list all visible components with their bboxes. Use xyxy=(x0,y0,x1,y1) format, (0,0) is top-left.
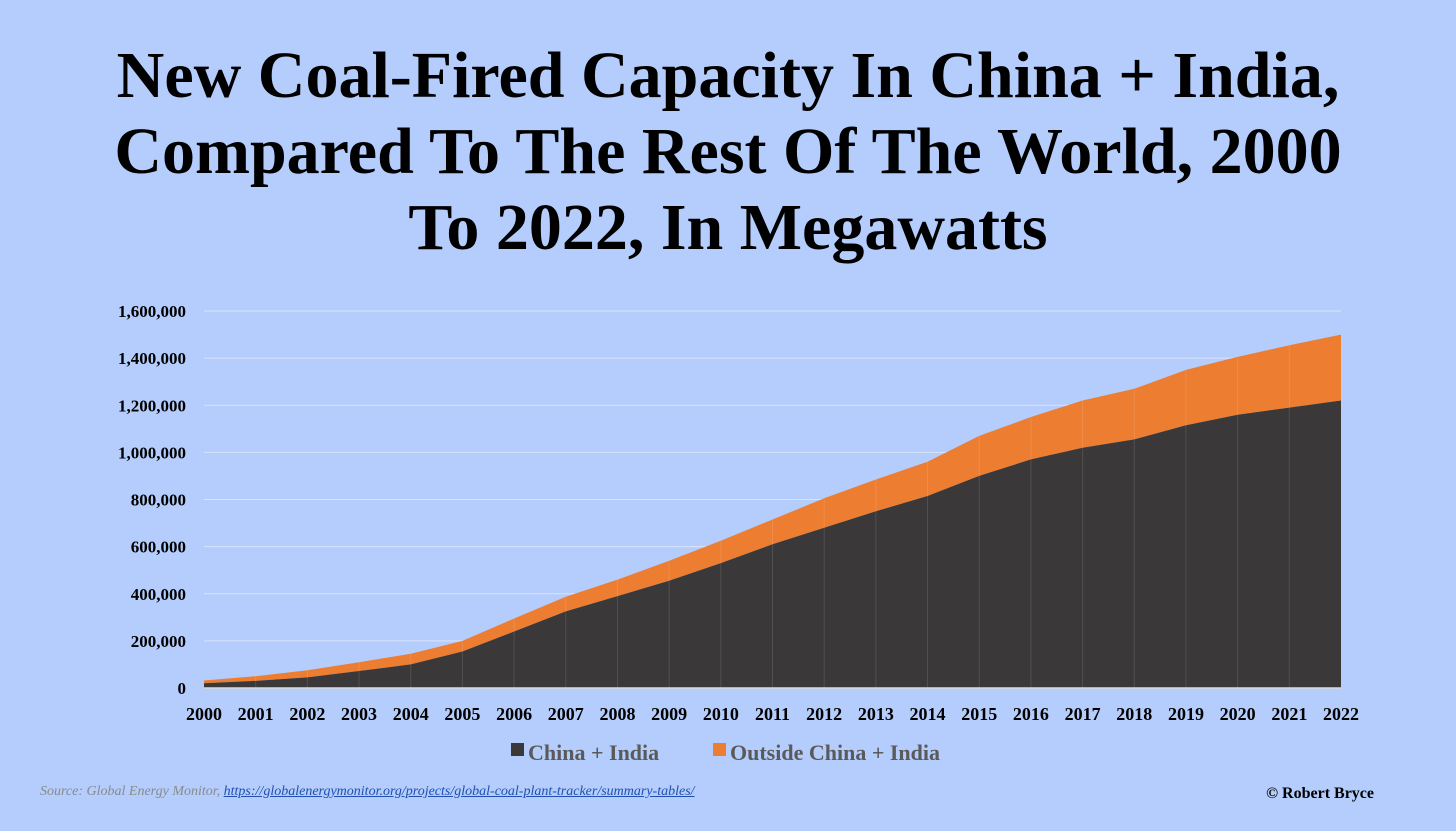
y-tick-label: 400,000 xyxy=(131,585,186,604)
x-tick-label: 2017 xyxy=(1065,704,1101,724)
y-tick-label: 600,000 xyxy=(131,538,186,557)
chart-title-line-1: New Coal-Fired Capacity In China + India… xyxy=(116,39,1340,112)
x-tick-label: 2007 xyxy=(548,704,584,724)
legend-item-china-india-swatch xyxy=(511,743,524,756)
x-tick-label: 2011 xyxy=(755,704,790,724)
area-series xyxy=(204,334,1341,688)
chart-title: New Coal-Fired Capacity In China + India… xyxy=(0,38,1456,266)
source-link[interactable]: https://globalenergymonitor.org/projects… xyxy=(223,784,695,799)
x-tick-label: 2009 xyxy=(651,704,687,724)
x-tick-label: 2008 xyxy=(599,704,635,724)
x-tick-label: 2003 xyxy=(341,704,377,724)
series-china-india-area xyxy=(204,400,1341,688)
x-tick-label: 2010 xyxy=(703,704,739,724)
y-tick-label: 1,200,000 xyxy=(118,396,186,415)
source-note: Source: Global Energy Monitor, https://g… xyxy=(40,784,695,800)
y-tick-label: 1,000,000 xyxy=(118,443,186,462)
x-tick-label: 2021 xyxy=(1271,704,1307,724)
x-tick-label: 2004 xyxy=(393,704,429,724)
series-outside-china-india-area xyxy=(204,334,1341,684)
chart-title-line-3: To 2022, In Megawatts xyxy=(408,191,1048,264)
chart-title-line-2: Compared To The Rest Of The World, 2000 xyxy=(114,115,1342,188)
x-tick-label: 2014 xyxy=(910,704,946,724)
legend-item-outside-china-india-label: Outside China + India xyxy=(730,740,940,765)
x-tick-label: 2013 xyxy=(858,704,894,724)
y-tick-label: 800,000 xyxy=(131,491,186,510)
legend-item-china-india-label: China + India xyxy=(528,740,659,765)
copyright-credit: © Robert Bryce xyxy=(1266,785,1374,802)
y-tick-label: 0 xyxy=(178,679,187,698)
x-tick-label: 2015 xyxy=(961,704,997,724)
x-tick-label: 2018 xyxy=(1116,704,1152,724)
source-prefix: Source: Global Energy Monitor, xyxy=(40,784,224,799)
y-tick-label: 200,000 xyxy=(131,632,186,651)
x-tick-label: 2012 xyxy=(806,704,842,724)
x-tick-label: 2002 xyxy=(289,704,325,724)
x-tick-label: 2000 xyxy=(186,704,222,724)
x-tick-label: 2005 xyxy=(444,704,480,724)
legend: China + India Outside China + India xyxy=(511,740,940,765)
y-tick-label: 1,600,000 xyxy=(118,302,186,321)
y-tick-label: 1,400,000 xyxy=(118,349,186,368)
x-tick-label: 2020 xyxy=(1220,704,1256,724)
area-chart: 0 200,000 400,000 600,000 800,000 1,000,000 1,… xyxy=(118,302,1359,765)
x-tick-label: 2006 xyxy=(496,704,532,724)
x-tick-label: 2022 xyxy=(1323,704,1359,724)
legend-item-outside-china-india-swatch xyxy=(713,743,726,756)
axes: 0 200,000 400,000 600,000 800,000 1,000,000 1,… xyxy=(118,302,1359,724)
x-tick-label: 2016 xyxy=(1013,704,1049,724)
x-tick-label: 2019 xyxy=(1168,704,1204,724)
x-tick-label: 2001 xyxy=(238,704,274,724)
